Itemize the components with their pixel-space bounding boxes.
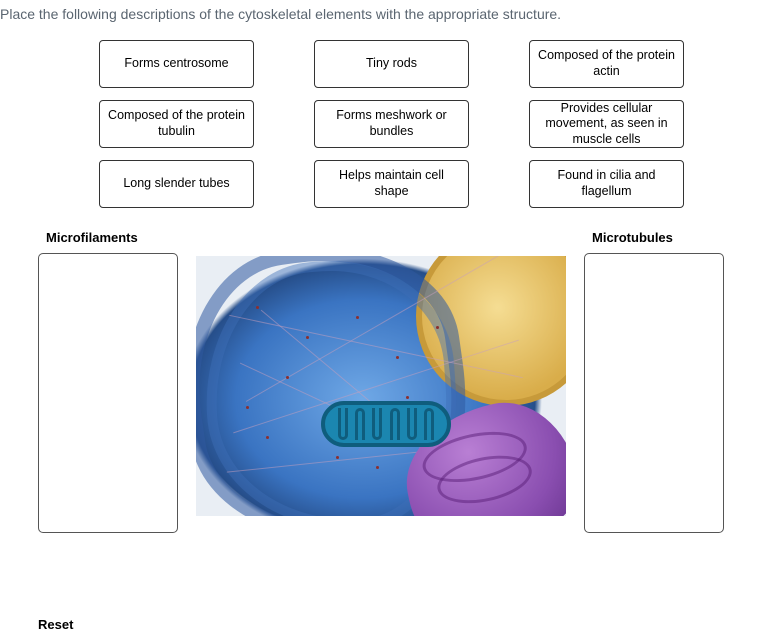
card-tiny-rods[interactable]: Tiny rods	[314, 40, 469, 88]
microtubules-label: Microtubules	[592, 230, 724, 245]
microtubules-dropzone[interactable]	[584, 253, 724, 533]
card-cilia-flagellum[interactable]: Found in cilia and flagellum	[529, 160, 684, 208]
reset-button[interactable]: Reset	[38, 617, 73, 632]
card-forms-centrosome[interactable]: Forms centrosome	[99, 40, 254, 88]
card-meshwork-bundles[interactable]: Forms meshwork or bundles	[314, 100, 469, 148]
microfilaments-group: Microfilaments	[38, 230, 178, 533]
card-long-slender-tubes[interactable]: Long slender tubes	[99, 160, 254, 208]
card-column-1: Forms centrosome Composed of the protein…	[99, 40, 254, 208]
draggable-cards-area: Forms centrosome Composed of the protein…	[0, 40, 783, 230]
card-maintain-shape[interactable]: Helps maintain cell shape	[314, 160, 469, 208]
microfilaments-dropzone[interactable]	[38, 253, 178, 533]
microfilaments-label: Microfilaments	[46, 230, 178, 245]
card-protein-actin[interactable]: Composed of the protein actin	[529, 40, 684, 88]
card-cellular-movement[interactable]: Provides cellular movement, as seen in m…	[529, 100, 684, 148]
microtubules-group: Microtubules	[584, 230, 724, 533]
instruction-text: Place the following descriptions of the …	[0, 0, 783, 40]
card-protein-tubulin[interactable]: Composed of the protein tubulin	[99, 100, 254, 148]
drop-section: Microfilaments Microtubules	[0, 230, 783, 533]
card-column-2: Tiny rods Forms meshwork or bundles Help…	[314, 40, 469, 208]
card-column-3: Composed of the protein actin Provides c…	[529, 40, 684, 208]
cell-diagram	[196, 256, 566, 516]
